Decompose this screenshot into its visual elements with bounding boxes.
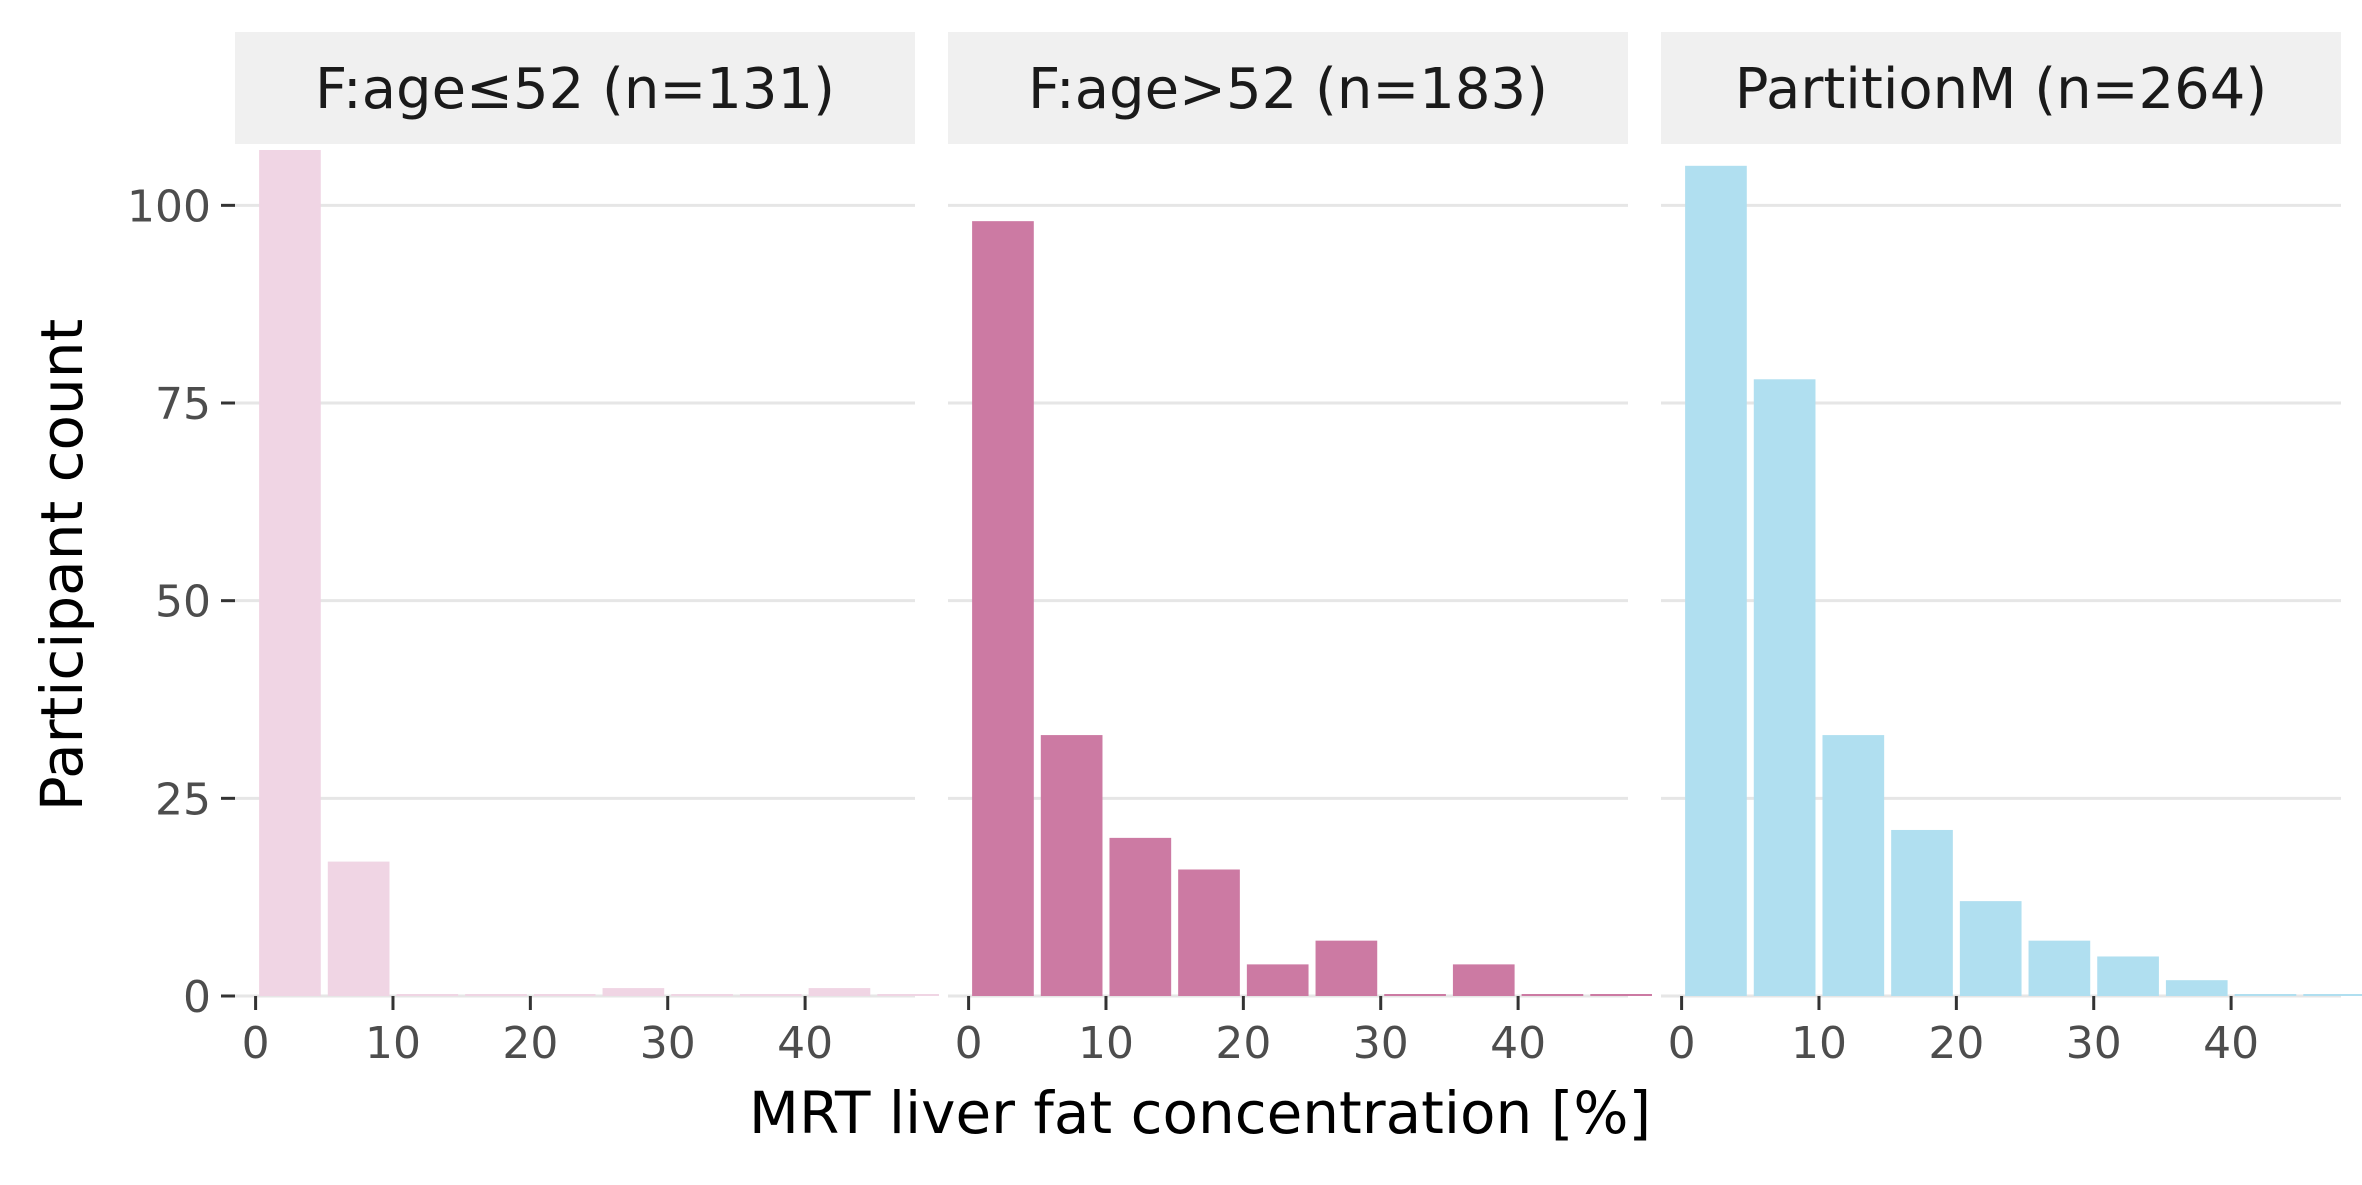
histogram-bar — [1109, 837, 1172, 996]
histogram-bar — [972, 221, 1034, 996]
facet-strip — [235, 32, 915, 144]
facet-strip-label: F:age>52 (n=183) — [1028, 57, 1548, 122]
x-tick-label: 20 — [1215, 1018, 1271, 1069]
histogram-bar — [2303, 994, 2362, 996]
x-tick-label: 30 — [640, 1018, 696, 1069]
facet-panel-2: F:age>52 (n=183) 0 10 20 30 40 — [948, 32, 1652, 1069]
histogram-bar — [1384, 994, 1446, 996]
histogram-bar — [396, 994, 459, 996]
histogram-bar — [465, 994, 527, 996]
x-tick-label: 0 — [955, 1018, 983, 1069]
histogram-bar — [2097, 956, 2159, 996]
facet-panel-1: F:age≤52 (n=131) 0 10 20 30 40 0 25 50 75 100 — [127, 32, 939, 1069]
histogram-bar — [1590, 994, 1652, 996]
histogram-bar — [671, 994, 733, 996]
histogram-bar — [533, 994, 596, 996]
histogram-bar — [1178, 869, 1240, 996]
y-tick-label: 0 — [183, 972, 211, 1023]
y-tick-label: 100 — [127, 181, 211, 232]
x-tick-label: 10 — [365, 1018, 421, 1069]
histogram-bar — [327, 861, 390, 996]
histogram-bar — [2165, 980, 2228, 996]
x-tick-label: 30 — [2066, 1018, 2122, 1069]
histogram-bar — [2234, 994, 2297, 996]
histogram-bar — [1753, 379, 1816, 996]
facet-strip-label: PartitionM (n=264) — [1735, 57, 2268, 122]
x-tick-label: 10 — [1791, 1018, 1847, 1069]
histogram-bar — [1040, 735, 1103, 996]
x-tick-label: 0 — [242, 1018, 270, 1069]
histogram-bar — [2028, 940, 2091, 996]
histogram-bar — [1452, 964, 1515, 996]
histogram-bar — [602, 988, 665, 996]
x-tick-label: 20 — [1928, 1018, 1984, 1069]
x-tick-label: 10 — [1078, 1018, 1134, 1069]
histogram-bar — [1891, 829, 1953, 996]
x-tick-label: 40 — [2203, 1018, 2259, 1069]
histogram-bar — [1959, 901, 2022, 996]
histogram-bar — [808, 988, 871, 996]
histogram-bar — [1246, 964, 1309, 996]
histogram-bar — [739, 994, 802, 996]
x-tick-label: 40 — [1490, 1018, 1546, 1069]
x-tick-label: 0 — [1668, 1018, 1696, 1069]
x-tick-label: 30 — [1353, 1018, 1409, 1069]
facet-panel-3: PartitionM (n=264) 0 10 20 30 40 — [1661, 32, 2362, 1069]
y-tick-label: 25 — [155, 774, 211, 825]
facet-strip — [1661, 32, 2341, 144]
y-tick-label: 75 — [155, 379, 211, 430]
histogram-bar — [1685, 165, 1747, 996]
y-axis-title: Participant count — [28, 319, 96, 812]
histogram-bar — [1521, 994, 1584, 996]
x-tick-label: 20 — [502, 1018, 558, 1069]
histogram-bar — [877, 994, 939, 996]
facet-strip — [948, 32, 1628, 144]
facet-strip-label: F:age≤52 (n=131) — [315, 57, 835, 122]
histogram-bar — [1822, 735, 1885, 996]
y-tick-label: 50 — [155, 577, 211, 628]
histogram-bar — [259, 150, 321, 996]
x-axis-title: MRT liver fat concentration [%] — [749, 1079, 1651, 1147]
histogram-bar — [1315, 940, 1378, 996]
x-tick-label: 40 — [777, 1018, 833, 1069]
